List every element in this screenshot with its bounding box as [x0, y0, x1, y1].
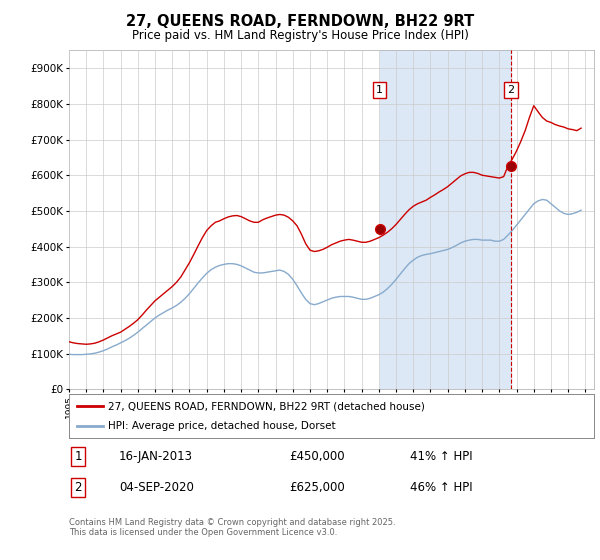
Text: £450,000: £450,000	[290, 450, 345, 463]
Text: 2: 2	[74, 482, 82, 494]
Text: 27, QUEENS ROAD, FERNDOWN, BH22 9RT (detached house): 27, QUEENS ROAD, FERNDOWN, BH22 9RT (det…	[109, 401, 425, 411]
Text: 2: 2	[507, 85, 514, 95]
Text: Contains HM Land Registry data © Crown copyright and database right 2025.
This d: Contains HM Land Registry data © Crown c…	[69, 518, 395, 538]
Text: £625,000: £625,000	[290, 482, 345, 494]
Text: 1: 1	[74, 450, 82, 463]
Text: 04-SEP-2020: 04-SEP-2020	[119, 482, 194, 494]
Text: 46% ↑ HPI: 46% ↑ HPI	[410, 482, 473, 494]
Text: 16-JAN-2013: 16-JAN-2013	[119, 450, 193, 463]
Text: 1: 1	[376, 85, 383, 95]
Bar	[380, 50, 511, 389]
Text: 27, QUEENS ROAD, FERNDOWN, BH22 9RT: 27, QUEENS ROAD, FERNDOWN, BH22 9RT	[126, 14, 474, 29]
Text: HPI: Average price, detached house, Dorset: HPI: Average price, detached house, Dors…	[109, 421, 336, 431]
Text: Price paid vs. HM Land Registry's House Price Index (HPI): Price paid vs. HM Land Registry's House …	[131, 29, 469, 42]
Text: 41% ↑ HPI: 41% ↑ HPI	[410, 450, 473, 463]
